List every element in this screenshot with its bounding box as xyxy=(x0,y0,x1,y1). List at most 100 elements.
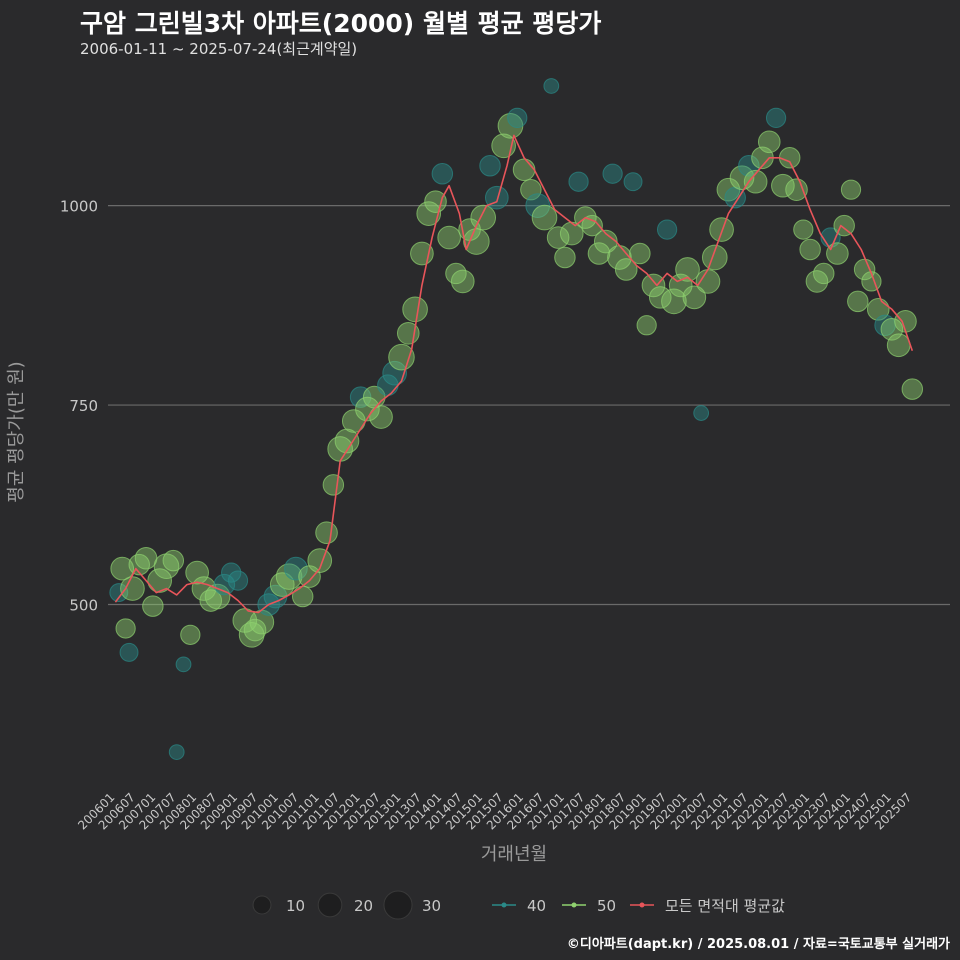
data-point xyxy=(445,262,467,285)
data-point xyxy=(826,242,849,265)
legend: 10 20 30 40 50 모든 면적대 평균값 xyxy=(252,890,785,920)
data-point xyxy=(793,219,814,240)
legend-label-40: 40 xyxy=(527,897,546,915)
data-point xyxy=(153,553,180,580)
data-point xyxy=(120,576,145,601)
data-point xyxy=(243,618,267,642)
data-point xyxy=(221,562,242,583)
y-tick-label: 500 xyxy=(69,597,98,615)
data-point xyxy=(512,158,536,182)
data-point xyxy=(484,185,509,210)
data-point xyxy=(799,238,821,261)
data-point xyxy=(431,162,454,185)
data-point xyxy=(568,171,589,192)
x-tick-labels: 2006012006072007012007072008012008072009… xyxy=(75,790,914,832)
data-point xyxy=(275,563,303,590)
data-point xyxy=(546,226,570,249)
data-point xyxy=(743,169,768,194)
data-point xyxy=(355,396,380,422)
data-point xyxy=(765,107,787,129)
data-point xyxy=(437,225,461,250)
legend-size-10 xyxy=(252,895,272,915)
legend-size-label: 10 xyxy=(286,897,305,915)
data-point xyxy=(322,474,345,496)
data-point xyxy=(587,242,611,265)
y-tick-labels: 500 750 1000 xyxy=(60,198,98,615)
data-point xyxy=(593,229,618,254)
data-point xyxy=(416,201,442,226)
data-point xyxy=(180,624,201,645)
legend-size-label: 20 xyxy=(354,897,373,915)
data-point xyxy=(507,107,528,129)
data-point xyxy=(134,546,158,570)
data-point xyxy=(119,642,139,662)
data-point xyxy=(349,386,372,408)
data-point xyxy=(109,583,129,603)
y-tick-label: 1000 xyxy=(60,198,98,216)
legend-size-30 xyxy=(383,890,413,920)
chart-title: 구암 그린빌3차 아파트(2000) 월별 평균 평당가 xyxy=(80,9,602,38)
data-point xyxy=(450,269,475,294)
data-point xyxy=(291,585,314,608)
data-point xyxy=(142,595,164,617)
data-point xyxy=(778,147,801,169)
legend-size-20 xyxy=(317,892,343,918)
grid-lines xyxy=(108,205,950,606)
data-point xyxy=(840,179,862,200)
legend-label-avg: 모든 면적대 평균값 xyxy=(665,897,785,915)
data-point xyxy=(543,78,560,94)
legend-label-50: 50 xyxy=(597,897,616,915)
data-point xyxy=(382,360,407,386)
data-point xyxy=(388,343,415,371)
data-point xyxy=(886,333,911,358)
data-point xyxy=(525,193,551,218)
data-point xyxy=(402,296,428,323)
chart-subtitle: 2006-01-11 ~ 2025-07-24(최근계약일) xyxy=(80,40,358,58)
data-point xyxy=(162,549,185,572)
data-point xyxy=(847,290,869,313)
data-point xyxy=(479,155,501,177)
y-axis-label: 평균 평당가(만 원) xyxy=(6,361,27,502)
data-point xyxy=(901,378,924,400)
data-point xyxy=(554,246,576,269)
data-point xyxy=(636,315,657,336)
data-point xyxy=(641,273,666,298)
data-point xyxy=(682,285,707,310)
data-point xyxy=(315,521,338,545)
data-point xyxy=(581,214,603,237)
data-point xyxy=(531,204,558,231)
data-point xyxy=(623,172,643,192)
data-point xyxy=(115,618,136,639)
data-point xyxy=(369,405,393,429)
legend-dot-50 xyxy=(571,902,577,908)
data-point xyxy=(757,130,781,154)
data-point xyxy=(147,568,173,593)
data-point xyxy=(424,190,447,213)
credit-text: ©디아파트(dapt.kr) / 2025.08.01 / 자료=국토교통부 실… xyxy=(566,937,950,952)
data-point xyxy=(880,317,904,341)
data-point xyxy=(693,405,710,421)
legend-size-label: 30 xyxy=(422,897,441,915)
data-point xyxy=(175,656,192,673)
data-point xyxy=(602,163,623,184)
data-point xyxy=(168,744,185,760)
data-point xyxy=(709,217,734,242)
data-point xyxy=(185,560,209,585)
x-axis-label: 거래년월 xyxy=(481,844,547,865)
data-point xyxy=(520,178,542,201)
data-point xyxy=(629,242,651,265)
average-line-group xyxy=(114,134,914,614)
data-point xyxy=(463,228,490,255)
data-point xyxy=(227,570,249,591)
data-point xyxy=(813,262,835,285)
data-point xyxy=(675,257,700,282)
data-point xyxy=(334,428,360,454)
data-point xyxy=(284,556,308,581)
data-point xyxy=(656,219,678,240)
legend-dot-avg xyxy=(639,902,645,908)
average-line xyxy=(114,134,914,614)
y-tick-label: 750 xyxy=(69,397,98,415)
data-point xyxy=(128,553,150,576)
data-point xyxy=(110,556,135,581)
